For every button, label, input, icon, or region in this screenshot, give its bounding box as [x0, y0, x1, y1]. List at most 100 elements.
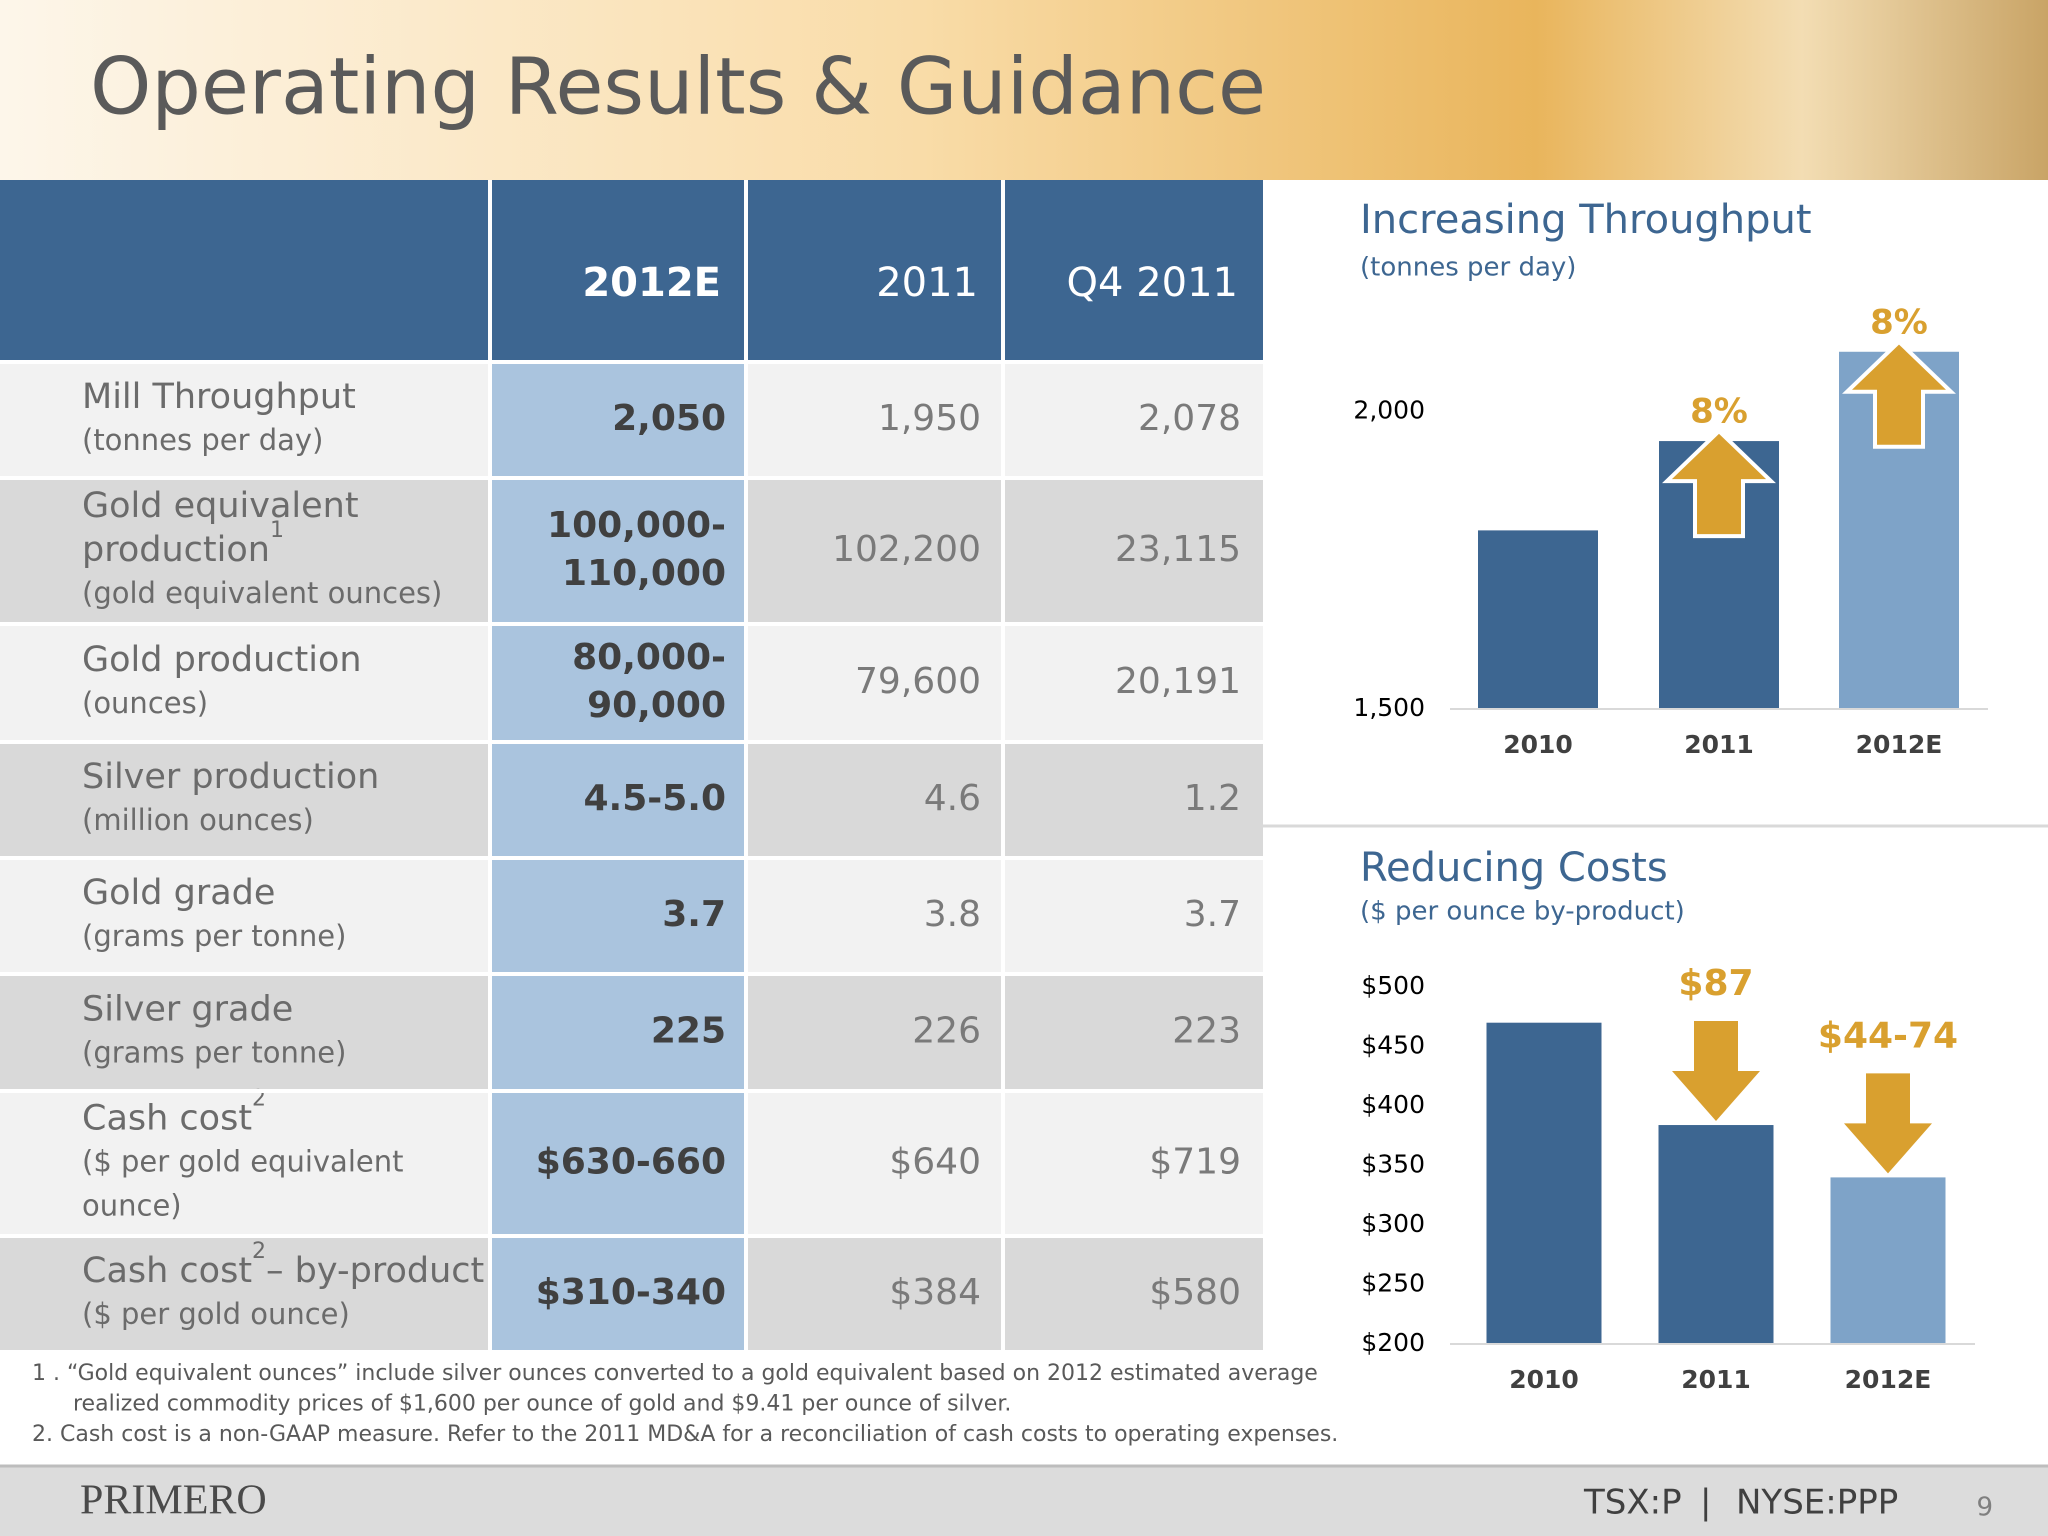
page-number: 9 [1976, 1493, 1993, 1523]
x-tick-label: 2010 [1503, 730, 1573, 759]
row-label: Mill Throughput [82, 377, 356, 417]
footnote: 2. Cash cost is a non-GAAP measure. Refe… [32, 1422, 1338, 1447]
highlight-cell [490, 478, 746, 624]
annotation: 8% [1870, 302, 1928, 342]
highlight-cell [490, 742, 746, 858]
cell-value: $310-340 [536, 1272, 726, 1313]
y-tick-label: $200 [1361, 1328, 1425, 1357]
cell-value: $630-660 [536, 1142, 726, 1183]
cell-value: 102,200 [832, 529, 981, 570]
footnote-ref: 2 [252, 1239, 266, 1264]
row-sublabel: ($ per gold ounce) [82, 1297, 350, 1331]
cell-value: 3.8 [924, 894, 981, 935]
cell-value: 1,950 [878, 398, 981, 439]
y-tick-label: $300 [1361, 1209, 1425, 1238]
row-sublabel: (million ounces) [82, 803, 314, 837]
column-header: 2012E [582, 260, 721, 306]
arrow [1672, 1021, 1760, 1122]
y-tick-label: $350 [1361, 1150, 1425, 1179]
row-label: Silver production [82, 757, 379, 797]
arrow [1662, 428, 1776, 539]
row-sublabel: ($ per gold equivalent [82, 1145, 403, 1179]
row-sublabel: (grams per tonne) [82, 1036, 346, 1070]
annotation: $87 [1678, 963, 1753, 1004]
row-sublabel: (gold equivalent ounces) [82, 576, 442, 610]
cell-value: 110,000 [562, 553, 726, 594]
row-sublabel: (tonnes per day) [82, 423, 323, 457]
cell-value: 90,000 [587, 685, 726, 726]
cell-value: 79,600 [855, 661, 981, 702]
row-sublabel: (ounces) [82, 686, 208, 720]
row-label: Silver grade [82, 990, 293, 1030]
cell-value: 100,000- [547, 505, 726, 546]
chart-title: Reducing Costs [1360, 845, 1668, 891]
row-label: Gold production [82, 640, 362, 680]
cell-value: 4.5-5.0 [584, 778, 727, 819]
row-label: Gold equivalent [82, 486, 359, 526]
y-tick-label: 1,500 [1353, 693, 1425, 722]
x-tick-label: 2011 [1681, 1365, 1751, 1394]
bar [1478, 530, 1598, 709]
cell-value: 20,191 [1115, 661, 1241, 702]
column-header: Q4 2011 [1067, 260, 1238, 306]
row-label: Gold grade [82, 873, 275, 913]
footnote: realized commodity prices of $1,600 per … [73, 1392, 1011, 1417]
row-label: Cash cost [82, 1099, 252, 1139]
cell-value: $384 [889, 1272, 981, 1313]
highlight-cell [490, 1236, 746, 1352]
x-tick-label: 2011 [1684, 730, 1754, 759]
x-tick-label: 2010 [1509, 1365, 1579, 1394]
row-label: – by-product [266, 1251, 484, 1291]
cell-value: 23,115 [1115, 529, 1241, 570]
y-tick-label: 2,000 [1353, 395, 1425, 424]
footnote: 1 . “Gold equivalent ounces” include sil… [32, 1361, 1318, 1386]
bar [1658, 1125, 1774, 1344]
table-header [0, 180, 1263, 362]
y-tick-label: $500 [1361, 971, 1425, 1000]
chart-title: Increasing Throughput [1360, 197, 1812, 243]
annotation: 8% [1690, 392, 1748, 432]
bar [1830, 1177, 1946, 1344]
highlight-cell [490, 1091, 746, 1236]
chart-subtitle: ($ per ounce by-product) [1360, 897, 1685, 927]
cell-value: $640 [889, 1142, 981, 1183]
highlight-cell [490, 624, 746, 742]
x-tick-label: 2012E [1856, 730, 1943, 759]
column-header: 2011 [876, 260, 978, 306]
cell-value: 2,078 [1138, 398, 1241, 439]
footnote-ref: 1 [270, 518, 284, 543]
row-sublabel: (grams per tonne) [82, 919, 346, 953]
cell-value: 1.2 [1184, 778, 1241, 819]
cell-value: 223 [1172, 1011, 1241, 1052]
x-tick-label: 2012E [1845, 1365, 1932, 1394]
nyse: NYSE:PPP [1736, 1483, 1898, 1523]
highlight-cell [490, 974, 746, 1091]
cell-value: $719 [1149, 1142, 1241, 1183]
row-label: Cash cost [82, 1251, 252, 1291]
annotation: $44-74 [1818, 1015, 1958, 1056]
separator: | [1700, 1483, 1711, 1523]
arrow [1844, 1073, 1932, 1174]
cell-value: 3.7 [662, 894, 726, 935]
cell-value: 226 [912, 1011, 981, 1052]
slide-title: Operating Results & Guidance [90, 42, 1266, 132]
y-tick-label: $250 [1361, 1269, 1425, 1298]
cell-value: 2,050 [612, 398, 726, 439]
cell-value: $580 [1149, 1272, 1241, 1313]
bar [1486, 1022, 1602, 1344]
row-sublabel: ounce) [82, 1189, 182, 1223]
logo: PRIMERO [80, 1478, 267, 1524]
y-tick-label: $450 [1361, 1031, 1425, 1060]
highlight-cell [490, 362, 746, 478]
row-label: production [82, 530, 270, 570]
footer-bar [0, 1466, 2048, 1536]
chart-subtitle: (tonnes per day) [1360, 253, 1576, 283]
title-band [0, 0, 2048, 180]
y-tick-label: $400 [1361, 1090, 1425, 1119]
highlight-cell [490, 858, 746, 974]
cell-value: 3.7 [1184, 894, 1241, 935]
arrow [1842, 338, 1956, 449]
cell-value: 80,000- [572, 637, 726, 678]
